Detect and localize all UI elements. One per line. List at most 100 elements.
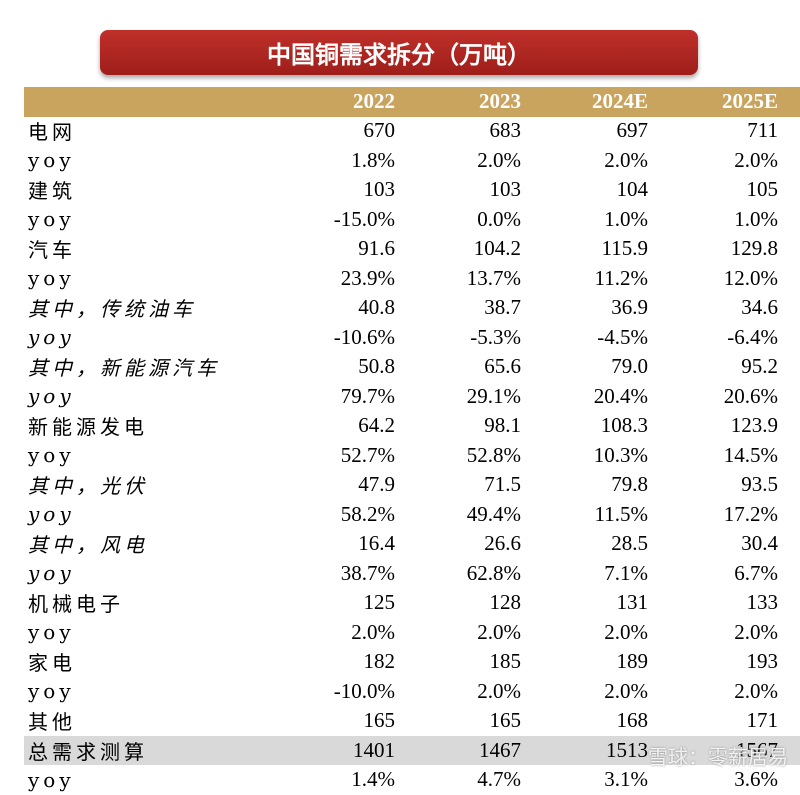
cell-value: 26.6 [484, 531, 521, 556]
cell-value: 711 [747, 118, 778, 143]
cell-value: 49.4% [466, 501, 521, 526]
cell-value: -6.4% [727, 324, 778, 349]
cell-value: 189 [616, 649, 649, 674]
cell-value: 95.2 [741, 354, 778, 379]
table-row: yoy 2.0% 2.0% 2.0% 2.0% [24, 618, 800, 648]
cell-value: 2.0% [734, 678, 778, 703]
cell-value: -10.0% [333, 678, 395, 703]
cell-value: 123.9 [730, 413, 778, 438]
cell-value: 125 [363, 590, 396, 615]
cell-value: 104.2 [473, 236, 521, 261]
table-row: 建筑 103 103 104 105 [24, 175, 800, 205]
header-row: 2022 2023 2024E 2025E [24, 87, 800, 117]
row-label: 汽车 [28, 238, 76, 263]
cell-value: 2.0% [477, 619, 521, 644]
table-row: 其他 165 165 168 171 [24, 706, 800, 736]
cell-value: 1.4% [351, 767, 395, 792]
row-label: 家电 [28, 651, 76, 676]
cell-value: 40.8 [358, 295, 395, 320]
cell-value: 12.0% [723, 265, 778, 290]
row-label: 电网 [28, 120, 76, 145]
table-row: 家电 182 185 189 193 [24, 647, 800, 677]
cell-value: 115.9 [601, 236, 648, 261]
cell-value: 165 [363, 708, 396, 733]
cell-value: 2.0% [477, 678, 521, 703]
cell-value: 34.6 [741, 295, 778, 320]
cell-value: 11.5% [594, 501, 648, 526]
cell-value: 58.2% [340, 501, 395, 526]
row-label: 新能源发电 [28, 415, 148, 440]
cell-value: 108.3 [600, 413, 648, 438]
cell-value: 185 [489, 649, 522, 674]
cell-value: 50.8 [358, 354, 395, 379]
cell-value: 6.7% [734, 560, 778, 585]
cell-value: 105 [746, 177, 779, 202]
cell-value: 91.6 [358, 236, 395, 261]
cell-value: 79.8 [611, 472, 648, 497]
cell-value: 2.0% [604, 678, 648, 703]
cell-value: 0.0% [477, 206, 521, 231]
cell-value: 2.0% [734, 619, 778, 644]
cell-value: 64.2 [358, 413, 395, 438]
cell-value: 79.7% [340, 383, 395, 408]
cell-value: 14.5% [723, 442, 778, 467]
cell-value: 103 [489, 177, 522, 202]
table-row: yoy 38.7% 62.8% 7.1% 6.7% [24, 559, 800, 589]
row-label: 其中，新能源汽车 [28, 356, 220, 381]
row-label: 总需求测算 [28, 739, 148, 764]
cell-value: 13.7% [466, 265, 521, 290]
table-row: 汽车 91.6 104.2 115.9 129.8 [24, 234, 800, 264]
cell-value: 1.8% [351, 147, 395, 172]
row-label: yoy [28, 443, 75, 468]
cell-value: 2.0% [604, 619, 648, 644]
table-row: yoy 52.7% 52.8% 10.3% 14.5% [24, 441, 800, 471]
table-row: 其中，光伏 47.9 71.5 79.8 93.5 [24, 470, 800, 500]
cell-value: 131 [616, 590, 649, 615]
cell-value: 104 [616, 177, 649, 202]
cell-value: 2024E [591, 89, 648, 114]
cell-value: 683 [489, 118, 522, 143]
cell-value: -4.5% [597, 324, 648, 349]
cell-value: 38.7% [340, 560, 395, 585]
row-label: 机械电子 [28, 592, 124, 617]
cell-value: 17.2% [723, 501, 778, 526]
cell-value: 36.9 [611, 295, 648, 320]
table-row: yoy -15.0% 0.0% 1.0% 1.0% [24, 205, 800, 235]
cell-value: 128 [489, 590, 522, 615]
table-row: yoy 1.4% 4.7% 3.1% 3.6% [24, 765, 800, 795]
cell-value: 11.2% [594, 265, 648, 290]
cell-value: 1401 [353, 737, 395, 762]
cell-value: 1513 [606, 737, 648, 762]
cell-value: 52.8% [466, 442, 521, 467]
cell-value: 670 [363, 118, 396, 143]
row-label: 建筑 [28, 179, 76, 204]
cell-value: 16.4 [358, 531, 395, 556]
cell-value: 2.0% [351, 619, 395, 644]
cell-value: 47.9 [358, 472, 395, 497]
table-row: yoy -10.6% -5.3% -4.5% -6.4% [24, 323, 800, 353]
cell-value: 93.5 [741, 472, 778, 497]
row-label: 其他 [28, 710, 76, 735]
cell-value: 29.1% [466, 383, 521, 408]
cell-value: 4.7% [477, 767, 521, 792]
row-label: 其中，光伏 [28, 474, 148, 499]
title-banner: 中国铜需求拆分（万吨） [100, 30, 698, 75]
table-row: yoy -10.0% 2.0% 2.0% 2.0% [24, 677, 800, 707]
cell-value: 3.6% [734, 767, 778, 792]
cell-value: 103 [363, 177, 396, 202]
table-row: 其中，风电 16.4 26.6 28.5 30.4 [24, 529, 800, 559]
cell-value: 28.5 [611, 531, 648, 556]
cell-value: 1.0% [734, 206, 778, 231]
cell-value: -5.3% [470, 324, 521, 349]
row-label: yoy [28, 561, 75, 586]
table-row: yoy 23.9% 13.7% 11.2% 12.0% [24, 264, 800, 294]
cell-value: 79.0 [611, 354, 648, 379]
cell-value: -10.6% [333, 324, 395, 349]
table-row: 总需求测算 1401 1467 1513 1567 [24, 735, 800, 765]
cell-value: 10.3% [593, 442, 648, 467]
row-label: yoy [28, 148, 75, 173]
table-row: 电网 670 683 697 711 [24, 116, 800, 146]
cell-value: 52.7% [340, 442, 395, 467]
table-row: 新能源发电 64.2 98.1 108.3 123.9 [24, 411, 800, 441]
